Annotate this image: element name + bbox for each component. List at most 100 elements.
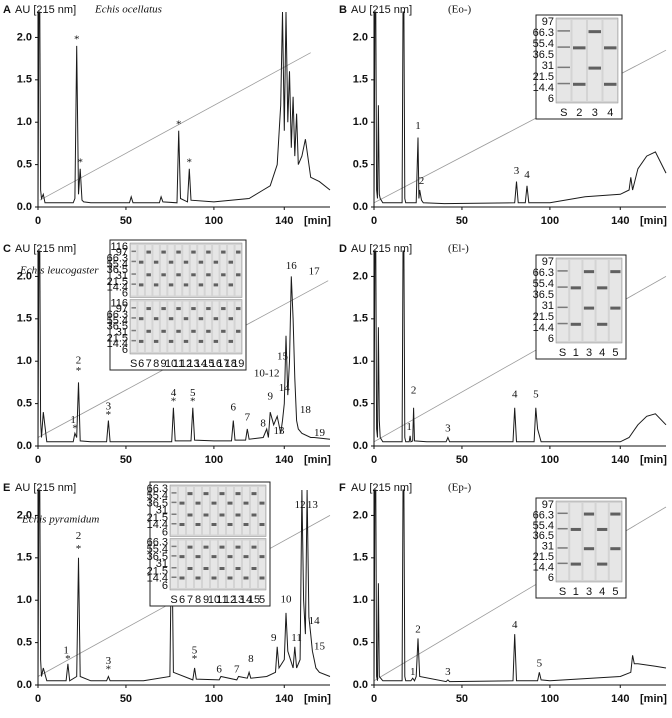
panel-letter: F bbox=[339, 482, 346, 494]
gel-lane bbox=[205, 301, 212, 352]
gel-lane bbox=[235, 487, 241, 535]
gel-band bbox=[168, 317, 174, 321]
gel-band bbox=[221, 250, 226, 254]
mw-label: 55.4 bbox=[533, 38, 554, 50]
peak-label: 1 bbox=[63, 645, 69, 657]
peak-label: 3 bbox=[514, 165, 520, 177]
gel-band bbox=[221, 307, 226, 311]
y-tick-label: 0.5 bbox=[17, 637, 32, 649]
mw-label: 31 bbox=[156, 558, 168, 570]
mw-label: 66.3 bbox=[147, 483, 168, 495]
gel-band bbox=[251, 513, 257, 517]
x-tick-label: 0 bbox=[35, 693, 41, 705]
gel-band bbox=[583, 512, 595, 516]
gel-lane bbox=[131, 301, 137, 352]
gel-lane bbox=[213, 245, 219, 296]
gradient-line bbox=[39, 52, 311, 201]
gel-band bbox=[557, 66, 570, 69]
peak-label: 3 bbox=[445, 423, 451, 435]
lane-label: 6 bbox=[138, 358, 144, 370]
gel-band bbox=[195, 576, 201, 580]
gel-band bbox=[557, 512, 568, 515]
gel-band bbox=[227, 576, 233, 580]
mw-label: 31 bbox=[116, 326, 128, 338]
lane-label: 15 bbox=[202, 358, 214, 370]
peak-label: * bbox=[65, 653, 71, 665]
y-tick-label: 0.0 bbox=[353, 679, 368, 691]
x-tick-label: 100 bbox=[205, 693, 223, 705]
gel-band bbox=[191, 273, 196, 277]
gel-lane bbox=[572, 20, 586, 101]
peak-label: 16 bbox=[286, 260, 298, 272]
y-tick-label: 0.5 bbox=[17, 398, 32, 410]
gel-band bbox=[176, 273, 181, 277]
gel-band bbox=[203, 545, 209, 549]
mw-label: 55.4 bbox=[147, 544, 168, 556]
gel-band bbox=[213, 260, 219, 264]
y-tick-label: 1.5 bbox=[353, 552, 368, 564]
gel-band bbox=[610, 306, 621, 310]
gel-lane bbox=[228, 301, 234, 352]
x-tick-label: 140 bbox=[275, 693, 293, 705]
gel-band bbox=[183, 339, 189, 343]
peak-label: 3 bbox=[106, 655, 112, 667]
x-tick-label: 140 bbox=[611, 454, 629, 466]
mw-label: 14.4 bbox=[533, 322, 554, 334]
gel-band bbox=[557, 286, 568, 288]
gel-lane bbox=[583, 503, 595, 580]
gel-band bbox=[168, 260, 174, 264]
gel-band bbox=[176, 250, 181, 254]
lane-label: 1 bbox=[573, 586, 579, 598]
peak-label: 7 bbox=[234, 663, 240, 675]
gel-band bbox=[259, 523, 265, 526]
gel-band bbox=[610, 512, 621, 516]
gel-band bbox=[213, 317, 219, 321]
panel-title: (El-) bbox=[448, 243, 469, 255]
peak-label: 2 bbox=[419, 175, 425, 187]
gel-band bbox=[161, 250, 166, 254]
x-axis-label: [min] bbox=[304, 693, 331, 705]
gel-band bbox=[570, 286, 581, 290]
gel-lane bbox=[251, 487, 257, 535]
peak-label: * bbox=[190, 395, 196, 407]
y-tick-label: 0.0 bbox=[353, 201, 368, 213]
peak-label: 10 bbox=[281, 594, 293, 606]
mw-label: 36.5 bbox=[147, 551, 168, 563]
y-tick-label: 1.0 bbox=[17, 594, 32, 606]
mw-label: 66.3 bbox=[533, 27, 554, 39]
gel-lane bbox=[557, 503, 569, 580]
x-axis-label: [min] bbox=[304, 454, 331, 466]
gel-lane bbox=[227, 487, 233, 535]
peak-label: 8 bbox=[260, 417, 266, 429]
mw-label: 21.5 bbox=[147, 512, 168, 524]
mw-label: 14.4 bbox=[147, 519, 168, 531]
gel-band bbox=[146, 307, 151, 311]
peak-label: 6 bbox=[216, 663, 222, 675]
y-axis-label: AU [215 nm] bbox=[15, 243, 76, 255]
x-tick-label: 140 bbox=[611, 693, 629, 705]
mw-label: 97 bbox=[542, 256, 554, 268]
y-axis-label: AU [215 nm] bbox=[15, 482, 76, 494]
lane-label: 17 bbox=[217, 358, 229, 370]
gel-band bbox=[228, 317, 234, 321]
gel-band bbox=[203, 492, 209, 496]
peak-label: * bbox=[171, 395, 177, 407]
gel-lane bbox=[235, 301, 241, 352]
gel-band bbox=[219, 545, 225, 549]
gel-band bbox=[176, 307, 181, 311]
gel-band bbox=[203, 513, 209, 517]
chromatogram-trace bbox=[373, 489, 667, 683]
gel-band bbox=[161, 273, 166, 277]
panel-letter: D bbox=[339, 243, 347, 255]
peak-label: 9 bbox=[271, 632, 277, 644]
gel-lane bbox=[153, 245, 159, 296]
y-tick-label: 1.0 bbox=[353, 355, 368, 367]
lane-label: 7 bbox=[146, 358, 152, 370]
gel-band bbox=[198, 339, 204, 343]
gel-image bbox=[169, 538, 267, 591]
gel-lane bbox=[138, 301, 144, 352]
lane-label: 3 bbox=[586, 347, 592, 359]
gel-band bbox=[243, 523, 249, 526]
chromatogram-trace bbox=[37, 11, 331, 204]
